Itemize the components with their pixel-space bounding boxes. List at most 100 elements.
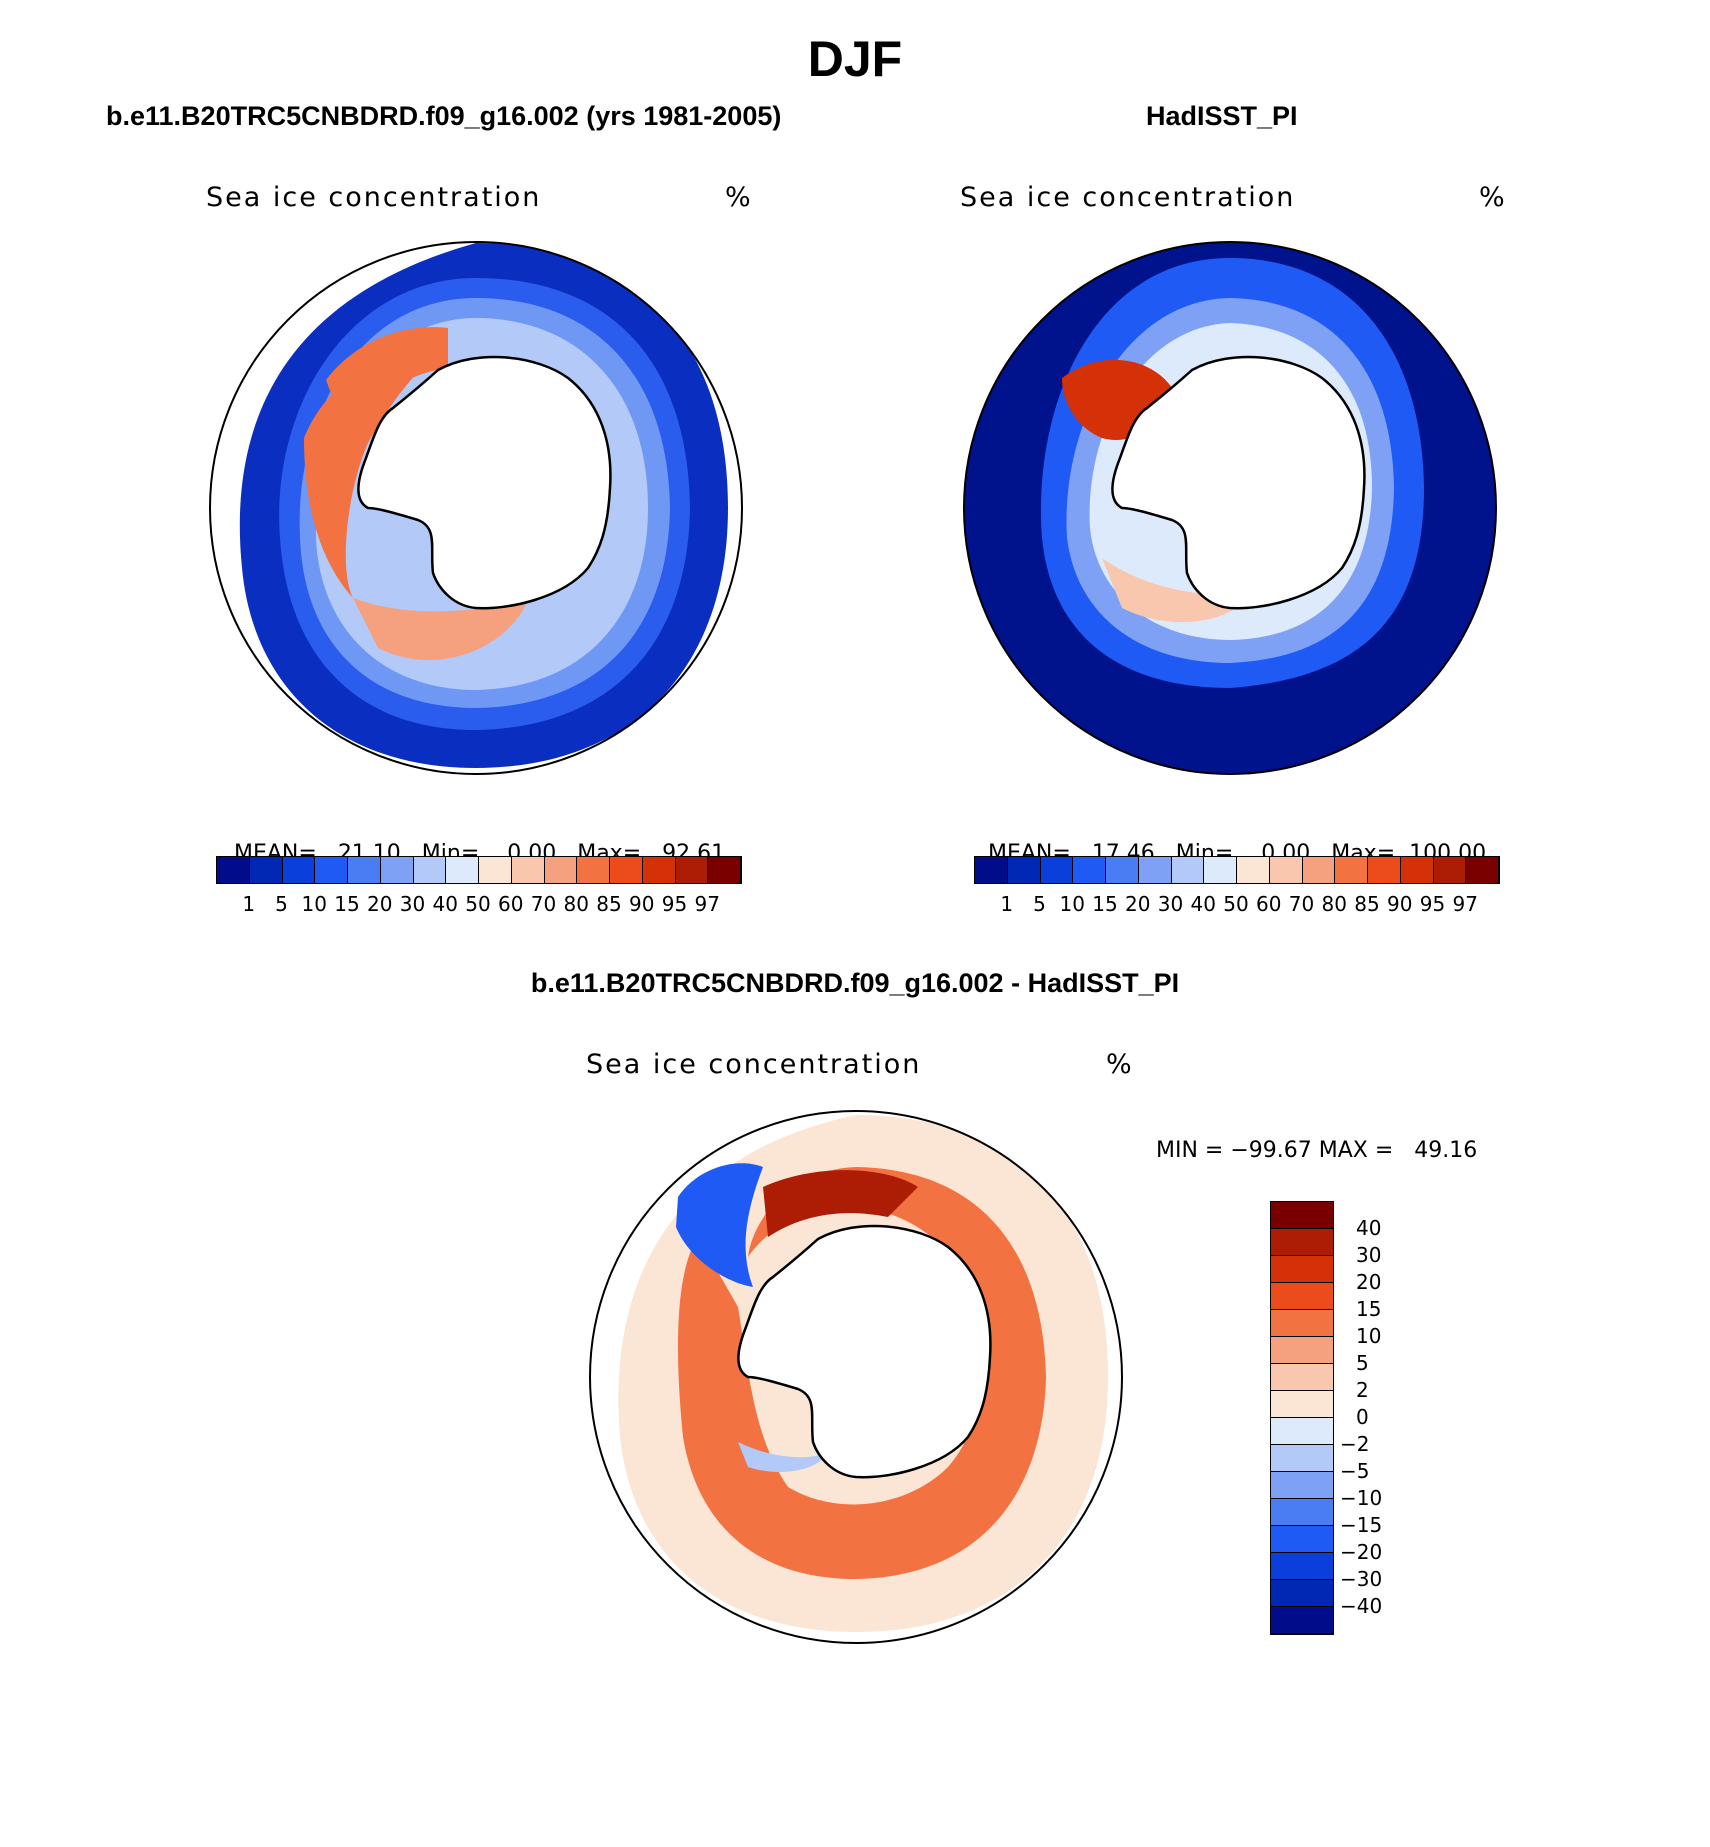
colorbar-swatch [1269,857,1303,883]
colorbar-tick-label: 50 [465,892,491,916]
figure-title: DJF [807,31,903,87]
colorbar-swatch [1271,1310,1333,1337]
panel-obs-colorbar [974,856,1500,884]
colorbar-tick-label: 0 [1356,1405,1369,1429]
panel-diff-colorbar-ticks: 40 30 20 15 10 5 2 0 −2 −5 −10 −15 −20 −30 −40 [1340,1201,1420,1633]
colorbar-swatch [380,857,414,883]
colorbar-swatch [1138,857,1172,883]
colorbar-swatch [511,857,545,883]
colorbar-swatch [1204,857,1237,883]
colorbar-tick-label: 15 [1092,892,1118,916]
colorbar-tick-label: 95 [661,892,688,916]
colorbar-tick-label: 30 [1356,1243,1382,1267]
colorbar-swatch [1433,857,1467,883]
panel-diff-variable: Sea ice concentration [586,1049,922,1080]
colorbar-swatch [1271,1607,1333,1634]
colorbar-swatch [1040,857,1074,883]
diff-positive-high [763,1170,918,1237]
panel-diff-colorbar [1270,1201,1334,1635]
colorbar-swatch [1271,1256,1333,1283]
colorbar-swatch [1106,857,1139,883]
antarctica [1111,355,1366,610]
panel-diff-units: % [1106,1049,1132,1080]
colorbar-swatch [975,857,1008,883]
colorbar-tick-label: 30 [399,892,426,916]
panel-diff-map [589,1110,1123,1644]
colorbar-swatch [446,857,479,883]
colorbar-tick-label: 20 [1125,892,1151,916]
ice-high-ross [1102,558,1252,623]
colorbar-tick-label: 85 [596,892,622,916]
colorbar-swatch [1271,1337,1333,1364]
panel-obs-units: % [1479,182,1505,213]
colorbar-tick-label: −5 [1340,1459,1370,1483]
colorbar-tick-label: 70 [530,892,557,916]
colorbar-tick-label: 50 [1223,892,1249,916]
colorbar-swatch [479,857,512,883]
diff-negative-weddell [676,1163,763,1287]
panel-model-map [209,241,743,775]
colorbar-swatch [1271,1445,1333,1472]
colorbar-tick-label: 60 [1256,892,1282,916]
colorbar-tick-label: 97 [694,892,720,916]
colorbar-tick-label: 15 [334,892,360,916]
colorbar-swatch [610,857,643,883]
colorbar-swatch [1271,1418,1333,1445]
colorbar-swatch [413,857,447,883]
colorbar-swatch [1271,1283,1333,1310]
colorbar-tick-label: 30 [1157,892,1184,916]
panel-obs-title: HadISST_PI [1146,101,1298,131]
colorbar-swatch [1237,857,1270,883]
colorbar-tick-label: −10 [1340,1486,1383,1510]
panel-obs-colorbar-ticks: 1 5 10 15 20 30 40 50 60 70 80 85 90 95 97 [974,892,1498,918]
colorbar-swatch [577,857,610,883]
colorbar-tick-label: 5 [1356,1351,1369,1375]
colorbar-swatch [1073,857,1106,883]
colorbar-tick-label: 80 [1321,892,1347,916]
colorbar-tick-label: 40 [432,892,458,916]
colorbar-swatch [675,857,709,883]
colorbar-tick-label: 2 [1356,1378,1369,1402]
colorbar-swatch [708,857,741,883]
colorbar-tick-label: −2 [1340,1432,1370,1456]
colorbar-swatch [1466,857,1499,883]
colorbar-swatch [348,857,381,883]
colorbar-tick-label: −30 [1340,1567,1383,1591]
colorbar-swatch [1271,1364,1333,1391]
ice-high-ross [353,598,528,661]
colorbar-tick-label: 70 [1288,892,1315,916]
colorbar-swatch [1368,857,1401,883]
colorbar-swatch [1271,1202,1333,1229]
colorbar-tick-label: −40 [1340,1594,1383,1618]
colorbar-tick-label: 10 [301,892,327,916]
colorbar-tick-label: 85 [1354,892,1380,916]
diff-positive-mid [678,1167,1046,1579]
colorbar-swatch [1271,1553,1333,1580]
colorbar-tick-label: 80 [563,892,589,916]
antarctica [357,355,612,610]
colorbar-swatch [1271,1499,1333,1526]
colorbar-swatch [1302,857,1336,883]
colorbar-swatch [249,857,283,883]
colorbar-tick-label: 5 [1033,892,1046,916]
colorbar-tick-label: 97 [1452,892,1478,916]
colorbar-tick-label: 95 [1419,892,1446,916]
colorbar-tick-label: 5 [275,892,288,916]
colorbar-tick-label: 20 [1356,1270,1382,1294]
colorbar-swatch [1335,857,1368,883]
diff-negative-ross [738,1442,828,1472]
colorbar-tick-label: 10 [1356,1324,1382,1348]
colorbar-tick-label: 1 [242,892,256,916]
colorbar-swatch [1007,857,1041,883]
panel-model-variable: Sea ice concentration [206,182,542,213]
colorbar-tick-label: 60 [498,892,524,916]
panel-obs-variable: Sea ice concentration [960,182,1296,213]
panel-obs-map [963,241,1497,775]
colorbar-swatch [1171,857,1205,883]
colorbar-tick-label: −15 [1340,1513,1383,1537]
colorbar-swatch [642,857,676,883]
colorbar-swatch [544,857,578,883]
ice-high-amundsen [326,327,448,438]
colorbar-tick-label: 40 [1356,1216,1382,1240]
colorbar-swatch [282,857,316,883]
